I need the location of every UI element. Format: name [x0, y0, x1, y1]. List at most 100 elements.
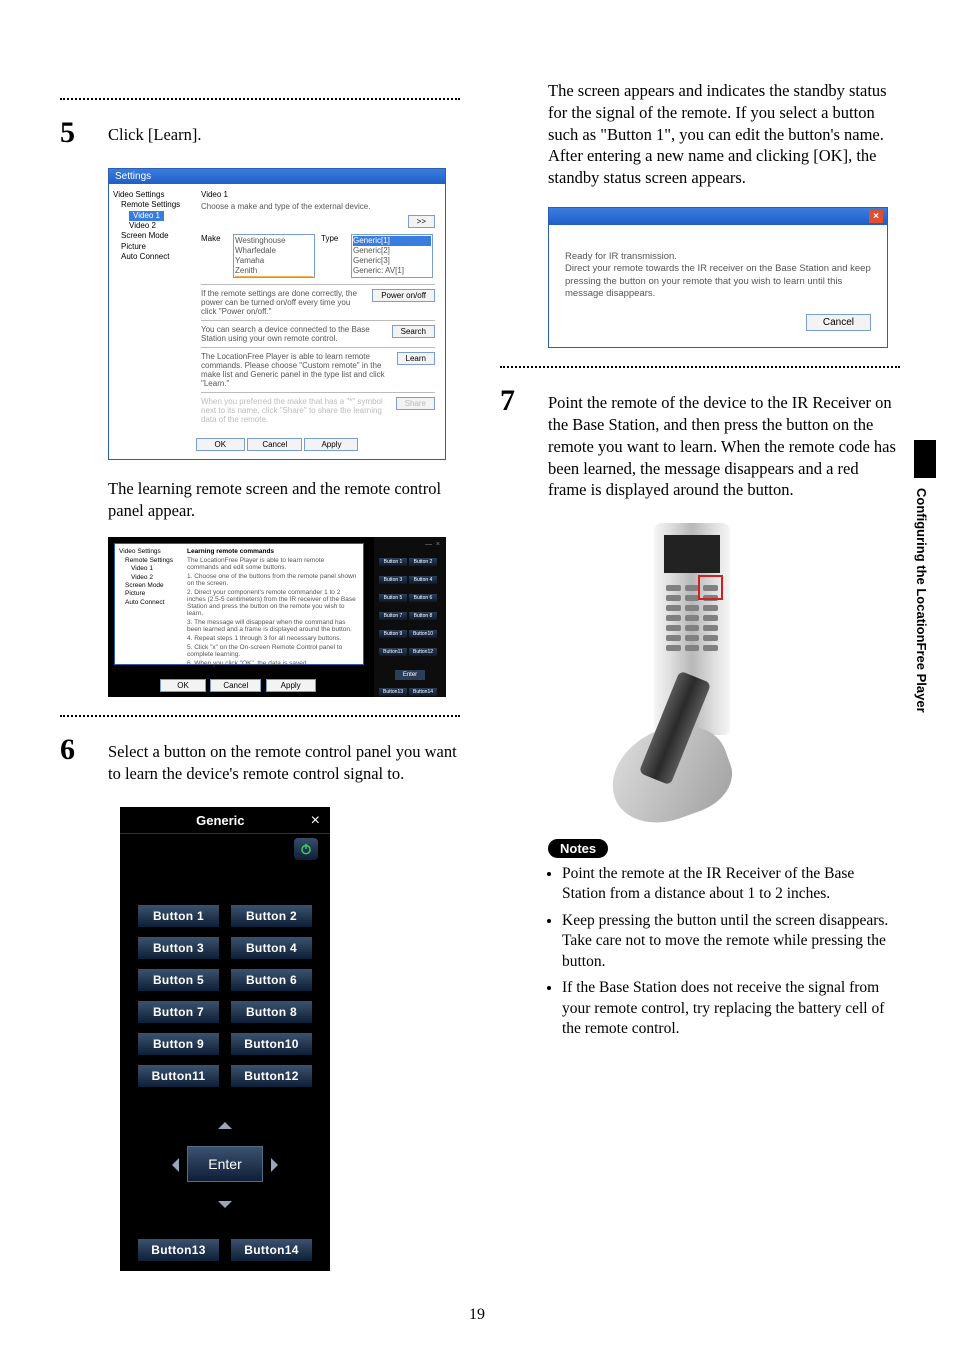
mini-btn[interactable]: Button 2	[409, 558, 437, 566]
learning-title: Learning remote commands	[187, 548, 357, 555]
mini-btn[interactable]: Button 7	[379, 612, 407, 620]
page-number: 19	[0, 1306, 954, 1324]
remote-button-11[interactable]: Button11	[138, 1065, 219, 1087]
step-6: 6 Select a button on the remote control …	[60, 735, 460, 793]
mini-btn[interactable]: Button 1	[379, 558, 407, 566]
mini-btn[interactable]: Button 3	[379, 576, 407, 584]
side-marker	[914, 440, 936, 478]
tree-screen-mode[interactable]: Screen Mode	[113, 231, 197, 241]
ok-button[interactable]: OK	[160, 679, 206, 692]
remote-button-10[interactable]: Button10	[231, 1033, 312, 1055]
cancel-button[interactable]: Cancel	[247, 438, 302, 451]
step-7: 7 Point the remote of the device to the …	[500, 386, 900, 509]
ok-button[interactable]: OK	[196, 438, 246, 451]
standby-line-2: Direct your remote towards the IR receiv…	[565, 263, 871, 300]
mini-btn[interactable]: Button 4	[409, 576, 437, 584]
search-desc: You can search a device connected to the…	[201, 325, 386, 343]
remote-button-7[interactable]: Button 7	[138, 1001, 219, 1023]
share-button[interactable]: Share	[396, 397, 435, 410]
generic-remote-panel: Generic × Button 1 Button 2 Button 3 But…	[120, 807, 330, 1271]
mini-btn[interactable]: Button 9	[379, 630, 407, 638]
mini-enter[interactable]: Enter	[395, 670, 425, 680]
note-item: Point the remote at the IR Receiver of t…	[562, 864, 900, 905]
enter-button[interactable]: Enter	[187, 1146, 263, 1182]
separator	[500, 366, 900, 368]
arrow-right-icon[interactable]	[271, 1158, 285, 1172]
remote-button-2[interactable]: Button 2	[231, 905, 312, 927]
remote-title: Generic	[130, 813, 311, 828]
settings-dialog-figure: Settings Video Settings Remote Settings …	[108, 168, 460, 460]
arrow-up-icon[interactable]	[218, 1115, 232, 1129]
power-desc: If the remote settings are done correctl…	[201, 289, 366, 316]
cancel-button[interactable]: Cancel	[806, 314, 871, 331]
step-5: 5 Click [Learn].	[60, 118, 460, 154]
tree-picture[interactable]: Picture	[113, 242, 197, 252]
tree-video2[interactable]: Video 2	[113, 221, 197, 231]
step-number: 6	[60, 735, 88, 793]
power-button[interactable]: Power on/off	[372, 289, 435, 302]
standby-dialog-figure: × Ready for IR transmission. Direct your…	[548, 207, 900, 348]
notes-list: Point the remote at the IR Receiver of t…	[548, 864, 900, 1040]
mini-btn[interactable]: Button 5	[379, 594, 407, 602]
reset-desc: When you preferred the make that has a "…	[201, 397, 390, 424]
step-5-text: Click [Learn].	[108, 124, 201, 146]
red-frame-highlight	[698, 575, 723, 600]
close-icon[interactable]: ×	[869, 210, 883, 223]
apply-button[interactable]: Apply	[266, 679, 316, 692]
learn-desc: The LocationFree Player is able to learn…	[201, 352, 391, 388]
note-item: Keep pressing the button until the scree…	[562, 911, 900, 972]
remote-button-9[interactable]: Button 9	[138, 1033, 219, 1055]
step-number: 5	[60, 118, 88, 154]
mini-btn[interactable]: Button 8	[409, 612, 437, 620]
settings-heading: Video 1	[201, 190, 435, 199]
mini-btn[interactable]: Button13	[379, 688, 407, 696]
apply-button[interactable]: Apply	[304, 438, 358, 451]
step-number: 7	[500, 386, 528, 509]
remote-button-8[interactable]: Button 8	[231, 1001, 312, 1023]
remote-button-1[interactable]: Button 1	[138, 905, 219, 927]
power-icon[interactable]	[294, 838, 318, 860]
remote-photo-figure	[570, 523, 800, 819]
remote-button-5[interactable]: Button 5	[138, 969, 219, 991]
type-list[interactable]: Generic[1] Generic[2] Generic[3] Generic…	[351, 234, 433, 278]
remote-button-14[interactable]: Button14	[231, 1239, 312, 1261]
remote-button-12[interactable]: Button12	[231, 1065, 312, 1087]
separator	[60, 715, 460, 717]
hand-illustration	[570, 679, 750, 819]
dpad: Enter	[165, 1113, 285, 1217]
next-button[interactable]: >>	[408, 215, 435, 228]
side-tab: Configuring the LocationFree Player	[914, 440, 936, 730]
note-item: If the Base Station does not receive the…	[562, 978, 900, 1039]
step-5-caption: The learning remote screen and the remot…	[108, 478, 460, 522]
remote-button-13[interactable]: Button13	[138, 1239, 219, 1261]
right-intro: The screen appears and indicates the sta…	[548, 80, 900, 189]
make-list[interactable]: Westinghouse Wharfedale Yamaha Zenith Cu…	[233, 234, 315, 278]
search-button[interactable]: Search	[392, 325, 435, 338]
close-icon[interactable]: ×	[311, 812, 320, 830]
mini-btn[interactable]: Button10	[409, 630, 437, 638]
tree-video1[interactable]: Video 1	[129, 211, 164, 221]
remote-button-3[interactable]: Button 3	[138, 937, 219, 959]
arrow-left-icon[interactable]	[165, 1158, 179, 1172]
learning-dialog-figure: Video Settings Remote Settings Video 1 V…	[108, 537, 460, 697]
remote-button-4[interactable]: Button 4	[231, 937, 312, 959]
make-label: Make	[201, 234, 227, 243]
step-6-text: Select a button on the remote control pa…	[108, 741, 460, 785]
remote-button-6[interactable]: Button 6	[231, 969, 312, 991]
separator	[60, 98, 460, 100]
mini-btn[interactable]: Button 6	[409, 594, 437, 602]
type-label: Type	[321, 234, 345, 243]
learn-button[interactable]: Learn	[397, 352, 435, 365]
settings-sub: Choose a make and type of the external d…	[201, 202, 435, 211]
standby-line-1: Ready for IR transmission.	[565, 251, 871, 263]
tree-auto-connect[interactable]: Auto Connect	[113, 252, 197, 262]
notes-badge: Notes	[548, 839, 608, 858]
cancel-button[interactable]: Cancel	[210, 679, 261, 692]
arrow-down-icon[interactable]	[218, 1201, 232, 1215]
mini-btn[interactable]: Button11	[379, 648, 407, 656]
dialog-title: Settings	[109, 169, 445, 184]
mini-btn[interactable]: Button12	[409, 648, 437, 656]
mini-btn[interactable]: Button14	[409, 688, 437, 696]
mini-remote-panel: — × Button 1Button 2 Button 3Button 4 Bu…	[374, 537, 446, 697]
step-7-text: Point the remote of the device to the IR…	[548, 392, 900, 501]
